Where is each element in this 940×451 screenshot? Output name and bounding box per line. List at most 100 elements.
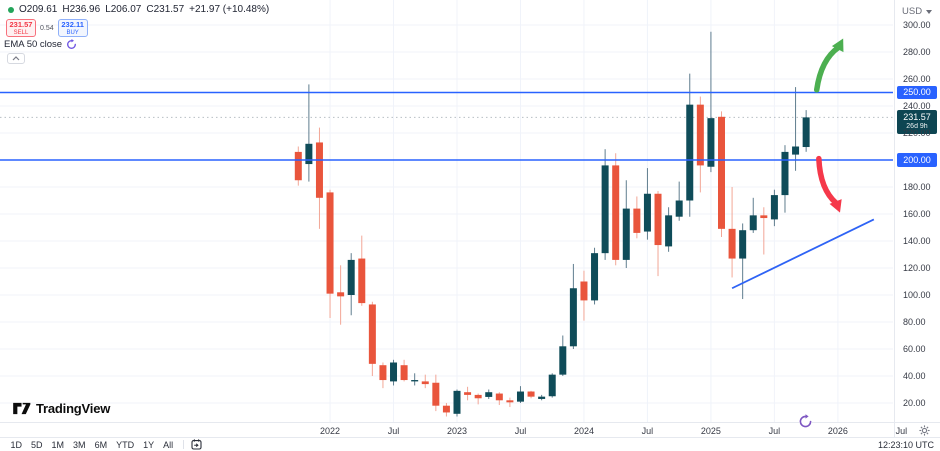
candle xyxy=(739,230,747,259)
time-tick-label: Jul xyxy=(895,426,908,436)
price-line-250-label: 250.00 xyxy=(897,85,937,100)
range-button-1y[interactable]: 1Y xyxy=(143,439,155,450)
legend-high: H236.96 xyxy=(62,4,101,15)
candle xyxy=(633,208,641,233)
order-panel: 231.57 SELL 0.54 232.11 BUY xyxy=(6,19,88,37)
candle xyxy=(770,195,778,220)
time-axis[interactable]: 2022 Jul 2023 Jul 2024 Jul 2025 Jul 2026 Jul xyxy=(0,422,940,438)
candle xyxy=(538,396,546,399)
chevron-down-icon xyxy=(926,10,933,14)
axis-settings-gear-icon[interactable] xyxy=(919,425,930,436)
candle xyxy=(400,365,408,381)
candle xyxy=(305,143,313,165)
time-tick-label: 2025 xyxy=(700,426,721,436)
candle xyxy=(802,117,810,148)
candle xyxy=(622,208,630,260)
time-tick-label: Jul xyxy=(641,426,654,436)
range-button-3m[interactable]: 3M xyxy=(73,439,86,450)
candle xyxy=(315,142,323,198)
candle xyxy=(347,259,355,295)
price-line-200-label: 200.00 xyxy=(897,153,937,167)
go-to-date-button[interactable] xyxy=(191,439,202,450)
price-tick-label: 300.00 xyxy=(903,20,931,30)
candle-countdown: 26d 9h xyxy=(906,123,928,131)
candle xyxy=(559,346,567,375)
candle xyxy=(411,380,419,382)
candle xyxy=(707,118,715,167)
candle xyxy=(453,390,461,414)
arrow-up-shaft[interactable] xyxy=(813,44,842,93)
candle xyxy=(781,151,789,196)
candle xyxy=(675,200,683,217)
time-tick-label: 2023 xyxy=(446,426,468,436)
range-selector: 1D 5D 1M 3M 6M YTD 1Y All xyxy=(6,440,178,450)
candle xyxy=(379,365,387,381)
buy-label: BUY xyxy=(66,29,79,36)
tradingview-logo-text: TradingView xyxy=(36,401,111,416)
loading-spinner-icon xyxy=(798,414,813,429)
tradingview-logo[interactable]: TradingView xyxy=(13,401,110,416)
range-button-5d[interactable]: 5D xyxy=(31,439,43,450)
candle xyxy=(442,405,450,413)
candle xyxy=(495,393,503,401)
time-tick-label: Jul xyxy=(768,426,781,436)
price-tick-label: 280.00 xyxy=(903,47,931,57)
candle xyxy=(696,104,704,166)
candle xyxy=(654,193,662,246)
candle xyxy=(591,253,599,301)
candle xyxy=(337,292,345,297)
price-tick-label: 40.00 xyxy=(903,371,926,381)
time-tick-label: Jul xyxy=(514,426,527,436)
time-tick-label: 2022 xyxy=(320,426,341,436)
arrow-up-head xyxy=(831,38,844,53)
currency-selector[interactable]: USD xyxy=(902,6,933,17)
price-axis[interactable]: 250.00 231.57 26d 9h 200.00 300.00 280.00… xyxy=(895,0,940,422)
ascending-trendline[interactable] xyxy=(731,218,875,290)
candle xyxy=(474,394,482,399)
price-tick-label: 80.00 xyxy=(903,317,926,327)
range-button-1d[interactable]: 1D xyxy=(10,439,23,450)
sell-label: SELL xyxy=(13,29,29,36)
price-tick-label: 60.00 xyxy=(903,344,926,354)
last-price-badge: 231.57 26d 9h xyxy=(897,110,937,134)
price-tick-label: 220.00 xyxy=(903,128,931,138)
price-tick-label: 20.00 xyxy=(903,398,926,408)
candle xyxy=(760,215,768,219)
indicator-name: EMA 50 close xyxy=(4,39,63,50)
clock-utc[interactable]: 12:23:10 UTC xyxy=(877,440,934,450)
candle xyxy=(643,193,651,232)
indicator-legend[interactable]: EMA 50 close xyxy=(4,39,77,50)
candle xyxy=(601,165,609,254)
sell-button[interactable]: 231.57 SELL xyxy=(6,19,36,37)
time-tick-label: Jul xyxy=(387,426,400,436)
candle xyxy=(569,288,577,347)
candle xyxy=(527,391,535,397)
candle xyxy=(749,215,757,231)
calendar-icon xyxy=(191,439,202,450)
range-button-6m[interactable]: 6M xyxy=(94,439,108,450)
candle xyxy=(728,228,736,259)
time-tick-label: 2024 xyxy=(573,426,594,436)
range-button-1m[interactable]: 1M xyxy=(51,439,65,450)
range-button-ytd[interactable]: YTD xyxy=(116,439,135,450)
range-button-all[interactable]: All xyxy=(163,439,174,450)
legend-change: +21.97 (+10.48%) xyxy=(189,4,270,15)
price-tick-label: 260.00 xyxy=(903,74,931,84)
candle xyxy=(792,146,800,155)
candle xyxy=(368,304,376,364)
candle xyxy=(390,362,398,382)
arrow-down-shaft[interactable] xyxy=(816,155,840,207)
candle xyxy=(432,382,440,406)
candle xyxy=(612,165,620,260)
candle xyxy=(326,192,334,294)
collapse-legend-button[interactable] xyxy=(7,53,25,64)
candle xyxy=(294,151,302,181)
candle xyxy=(580,281,588,301)
tradingview-logo-icon xyxy=(13,402,31,415)
candle xyxy=(548,374,556,397)
candle xyxy=(686,104,694,201)
market-status-dot xyxy=(8,6,14,13)
candle xyxy=(358,258,366,304)
buy-button[interactable]: 232.11 BUY xyxy=(57,19,88,37)
